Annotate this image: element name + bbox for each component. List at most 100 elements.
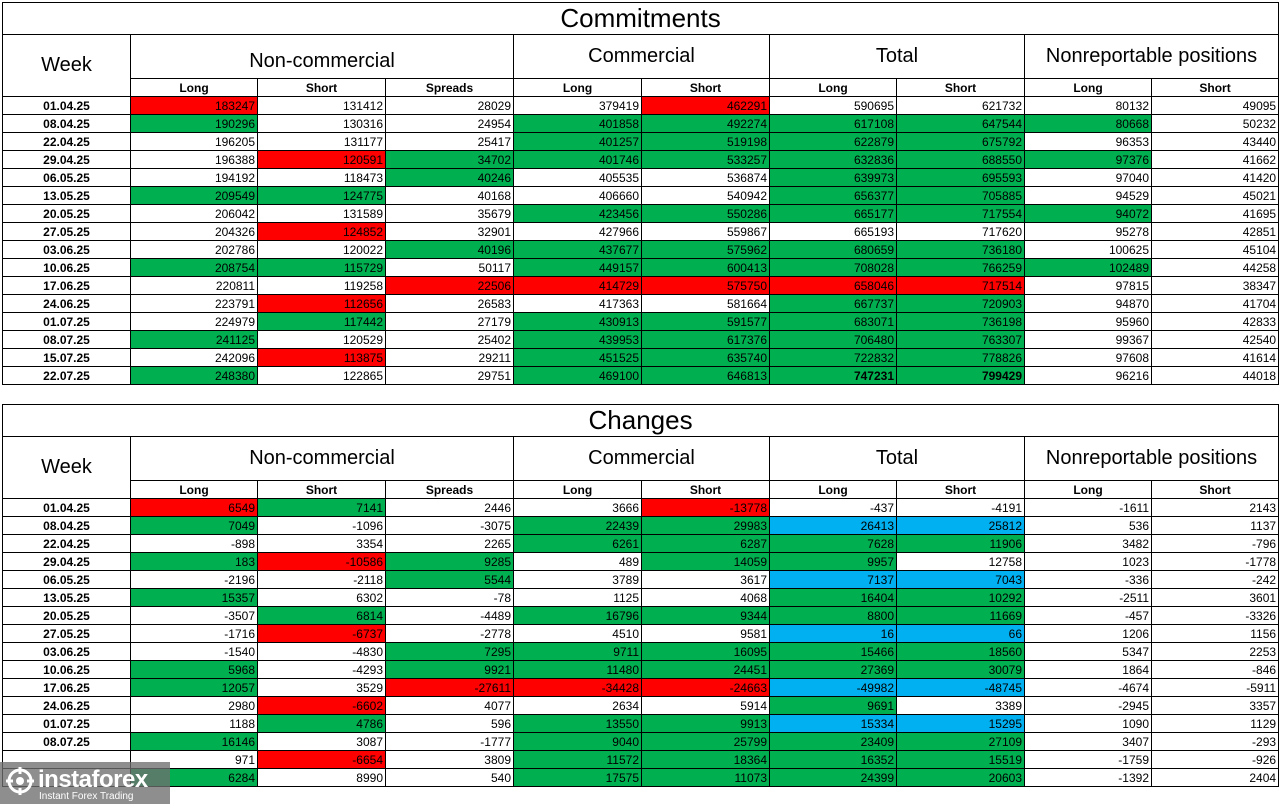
value-cell: 417363 <box>513 294 642 313</box>
value-cell: 25402 <box>385 330 514 349</box>
value-cell: 4786 <box>257 714 386 733</box>
value-cell: -1777 <box>385 732 514 751</box>
value-cell: 401257 <box>513 132 642 151</box>
value-cell: 3617 <box>641 570 770 589</box>
value-cell: 540942 <box>641 186 770 205</box>
value-cell: 9913 <box>641 714 770 733</box>
week-date: 27.05.25 <box>2 222 131 241</box>
value-cell: 430913 <box>513 312 642 331</box>
value-cell: -796 <box>1150 534 1280 553</box>
value-cell: 3407 <box>1024 732 1152 751</box>
value-cell: 42833 <box>1150 312 1280 331</box>
value-cell: 9040 <box>513 732 642 751</box>
value-cell: -34428 <box>513 678 642 697</box>
value-cell: 16146 <box>130 732 258 751</box>
value-cell: -846 <box>1150 660 1280 679</box>
week-date: 24.06.25 <box>2 294 131 313</box>
value-cell: 14059 <box>641 552 770 571</box>
value-cell: 462291 <box>641 96 770 115</box>
table-row: 22.04.25 -898 3354 2265 6261 6287 7628 11906 348… <box>2 534 1280 553</box>
value-cell: 720903 <box>896 294 1025 313</box>
value-cell: 26413 <box>769 516 897 535</box>
week-date: 10.06.25 <box>2 258 131 277</box>
value-cell: 41614 <box>1150 348 1280 367</box>
value-cell: 16796 <box>513 606 642 625</box>
value-cell: 183 <box>130 552 258 571</box>
value-cell: 122865 <box>257 366 386 385</box>
week-header: Week <box>2 34 131 97</box>
value-cell: 102489 <box>1024 258 1152 277</box>
value-cell: -1611 <box>1024 498 1152 517</box>
week-date: 27.05.25 <box>2 624 131 643</box>
value-cell: 10292 <box>896 588 1025 607</box>
value-cell: -2511 <box>1024 588 1152 607</box>
value-cell: -3075 <box>385 516 514 535</box>
value-cell: 717620 <box>896 222 1025 241</box>
value-cell: 1129 <box>1150 714 1280 733</box>
value-cell: 16095 <box>641 642 770 661</box>
value-cell: 11073 <box>641 768 770 787</box>
value-cell: 519198 <box>641 132 770 151</box>
value-cell: 600413 <box>641 258 770 277</box>
table-row: 17.06.25 12057 3529 -27611 -34428 -24663 -4998… <box>2 678 1280 697</box>
value-cell: 427966 <box>513 222 642 241</box>
value-cell: -27611 <box>385 678 514 697</box>
week-date: 22.04.25 <box>2 534 131 553</box>
value-cell: 683071 <box>769 312 897 331</box>
value-cell: 29751 <box>385 366 514 385</box>
value-cell: 3529 <box>257 678 386 697</box>
week-date: 24.06.25 <box>2 696 131 715</box>
table-row: 20.05.25 206042 131589 35679 423456 550286 665… <box>2 204 1280 223</box>
value-cell: 18560 <box>896 642 1025 661</box>
value-cell: 43440 <box>1150 132 1280 151</box>
value-cell: 11906 <box>896 534 1025 553</box>
value-cell: 13550 <box>513 714 642 733</box>
week-date: 13.05.25 <box>2 186 131 205</box>
value-cell: 1137 <box>1150 516 1280 535</box>
value-cell: 115729 <box>257 258 386 277</box>
table-row: 17.06.25 220811 119258 22506 414729 575750 658… <box>2 276 1280 295</box>
value-cell: 647544 <box>896 114 1025 133</box>
value-cell: 16352 <box>769 750 897 769</box>
value-cell: 449157 <box>513 258 642 277</box>
value-cell: 722832 <box>769 348 897 367</box>
logo-icon <box>6 767 34 795</box>
week-date: 06.05.25 <box>2 168 131 187</box>
value-cell: -4293 <box>257 660 386 679</box>
value-cell: 194192 <box>130 168 258 187</box>
sub-header: Short <box>641 480 770 499</box>
week-date: 22.07.25 <box>2 366 131 385</box>
value-cell: 41695 <box>1150 204 1280 223</box>
value-cell: 717514 <box>896 276 1025 295</box>
value-cell: 23409 <box>769 732 897 751</box>
value-cell: 112656 <box>257 294 386 313</box>
commitments-title: Commitments <box>1 2 1280 35</box>
value-cell: 708028 <box>769 258 897 277</box>
instaforex-logo: instaforex Instant Forex Trading <box>0 762 170 804</box>
sub-header: Spreads <box>385 480 514 499</box>
value-cell: 1023 <box>1024 552 1152 571</box>
value-cell: 95278 <box>1024 222 1152 241</box>
table-row: 01.07.25 1188 4786 596 13550 9913 15334 15295 10… <box>2 714 1280 733</box>
value-cell: 190296 <box>130 114 258 133</box>
sub-header: Short <box>257 480 386 499</box>
value-cell: 9344 <box>641 606 770 625</box>
value-cell: -4830 <box>257 642 386 661</box>
week-date: 01.07.25 <box>2 312 131 331</box>
value-cell: 665177 <box>769 204 897 223</box>
week-date: 29.04.25 <box>2 552 131 571</box>
value-cell: 536 <box>1024 516 1152 535</box>
commitments-table: Commitments Week Non-commercial Commerci… <box>1 2 1280 385</box>
value-cell: 20603 <box>896 768 1025 787</box>
value-cell: -1392 <box>1024 768 1152 787</box>
value-cell: 224979 <box>130 312 258 331</box>
week-date: 10.06.25 <box>2 660 131 679</box>
value-cell: 97040 <box>1024 168 1152 187</box>
sub-header: Short <box>896 480 1025 499</box>
value-cell: -2945 <box>1024 696 1152 715</box>
value-cell: 95960 <box>1024 312 1152 331</box>
value-cell: 50117 <box>385 258 514 277</box>
value-cell: 9921 <box>385 660 514 679</box>
value-cell: 6814 <box>257 606 386 625</box>
value-cell: 124852 <box>257 222 386 241</box>
